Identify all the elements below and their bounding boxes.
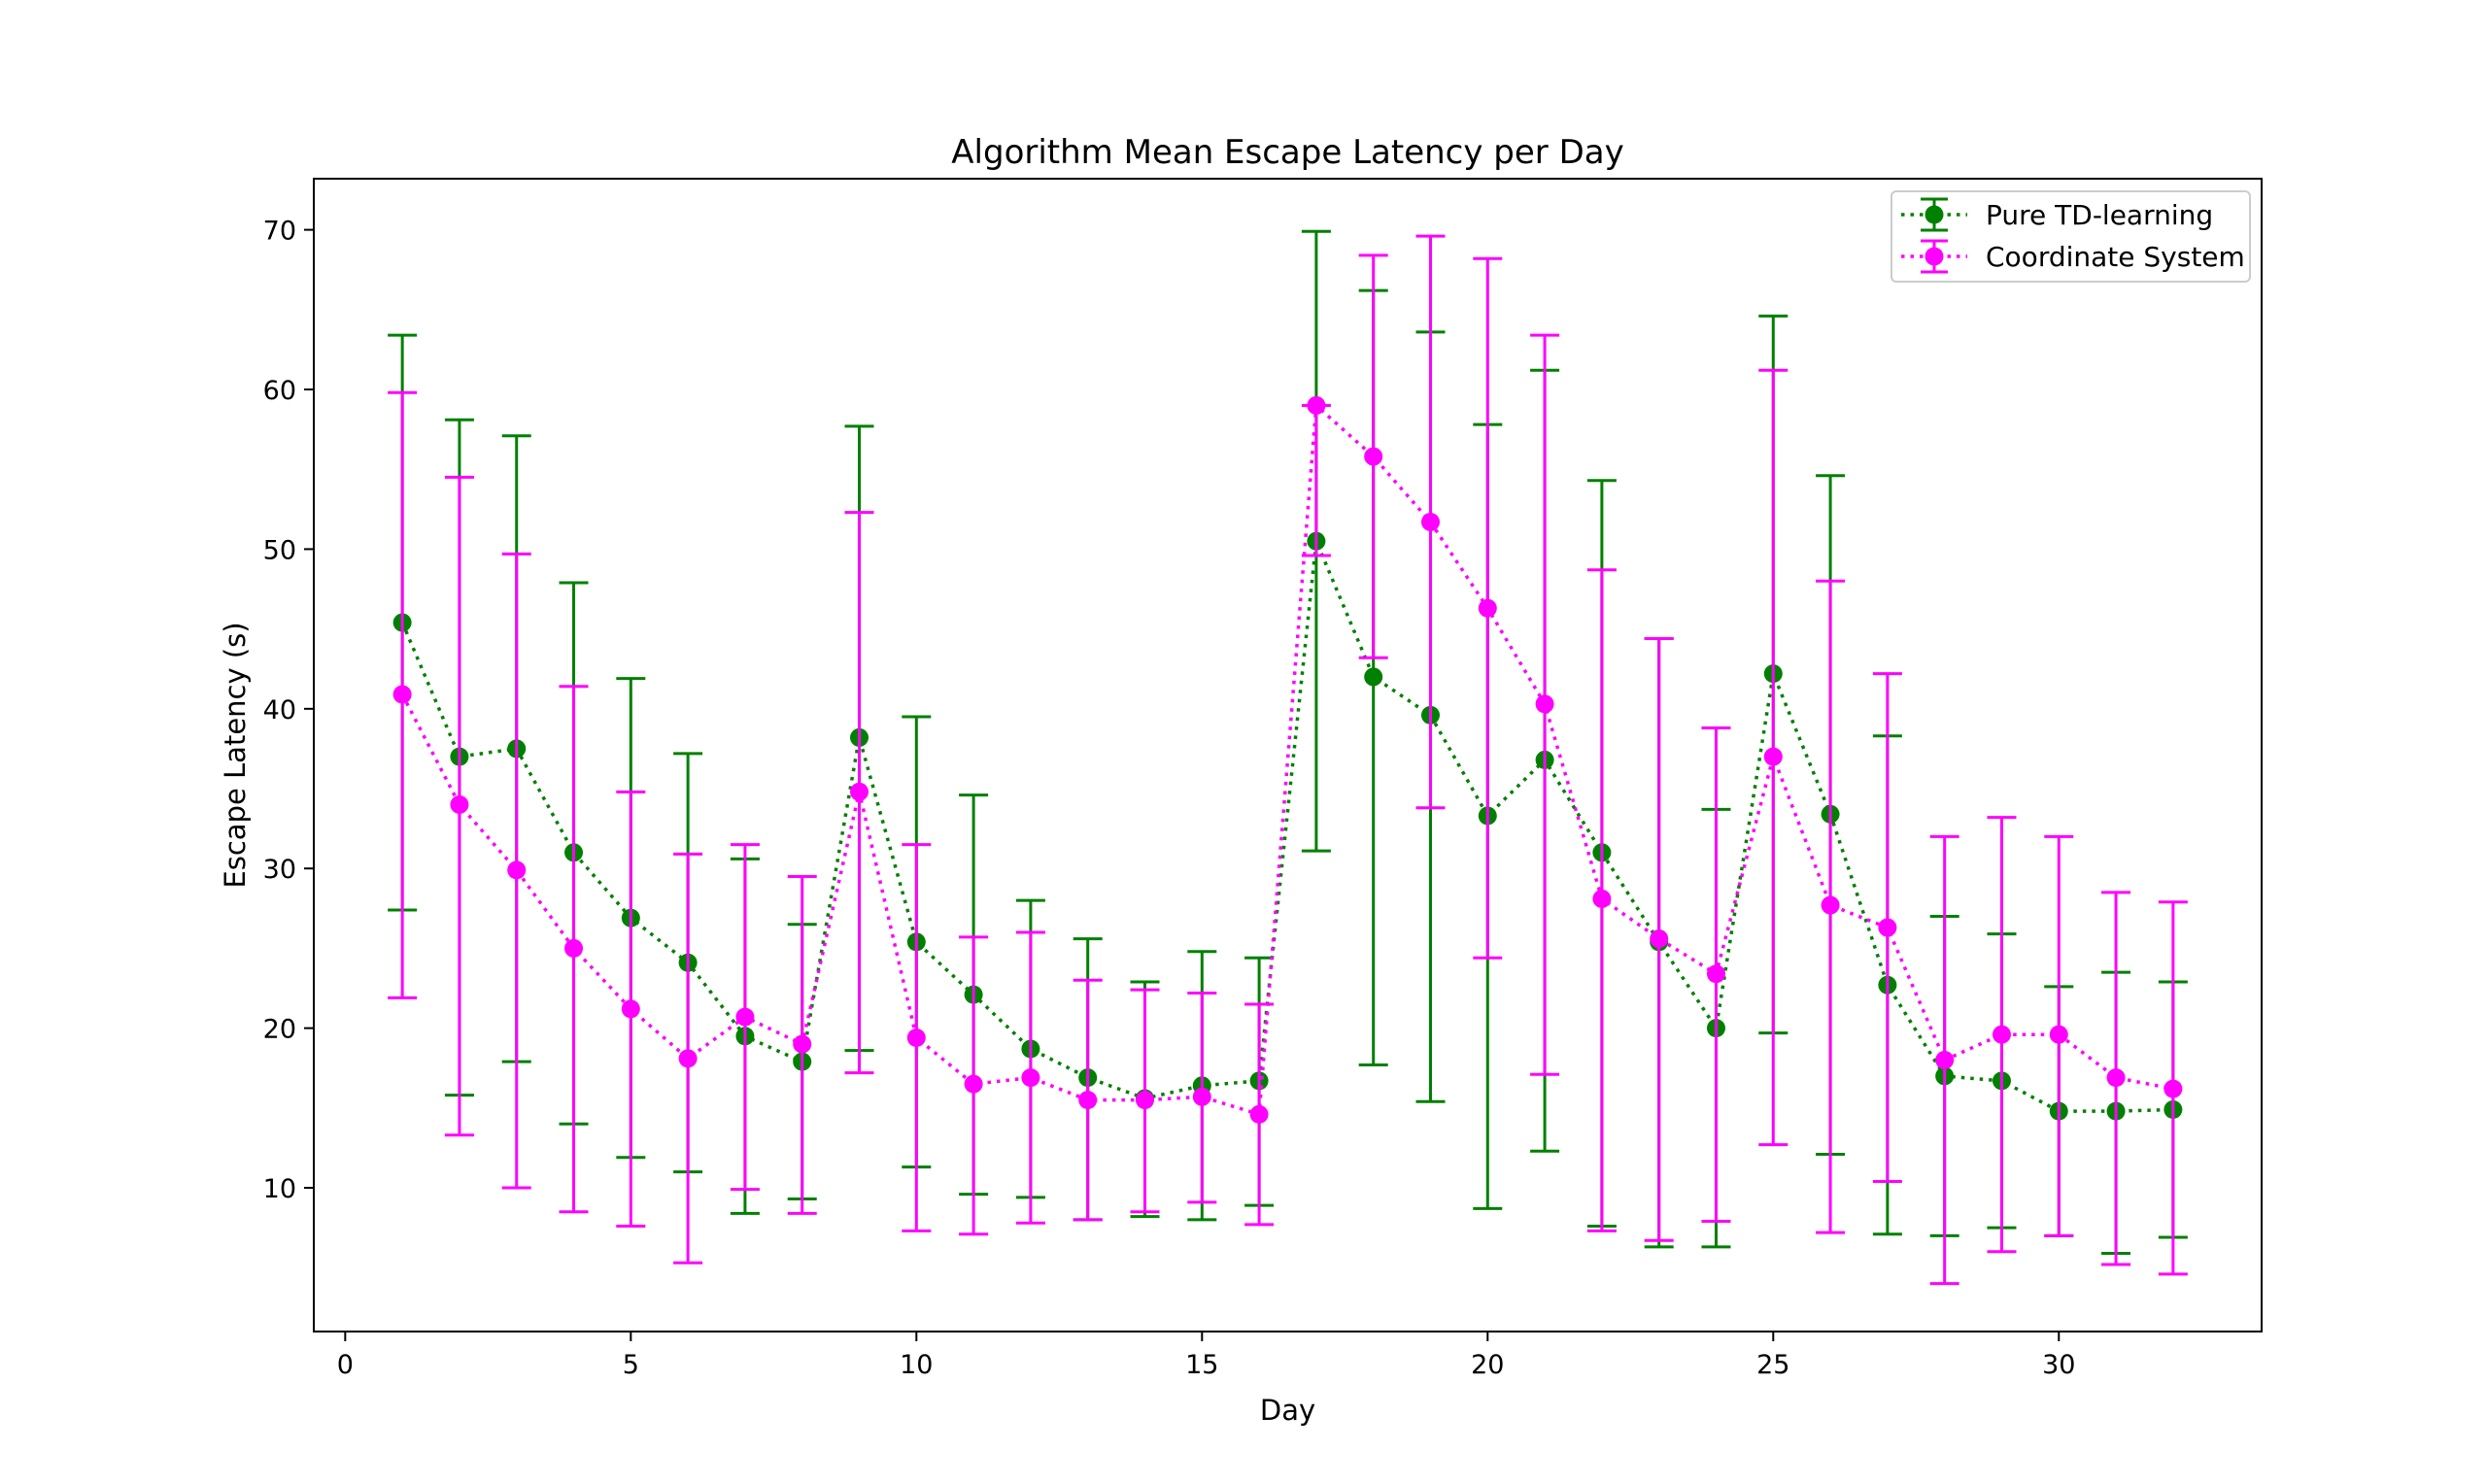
data-point [1592,889,1612,908]
legend-entry-1: Pure TD-learning [1901,197,2213,232]
axes: 0 5 10 15 20 25 30 10 20 30 40 50 60 70 [263,178,2263,1380]
data-point [735,1007,755,1027]
y-tick-label: 30 [263,855,296,885]
data-point [850,782,869,801]
data-point [1307,395,1326,415]
plot-area [388,229,2188,1286]
legend-label: Pure TD-learning [1986,199,2213,231]
series-line [400,540,2173,1113]
data-point [1478,598,1497,618]
x-tick-label: 20 [1471,1350,1504,1380]
legend-marker [1925,205,1944,224]
plot-frame [313,178,2263,1332]
data-point [1535,694,1554,714]
data-point [2163,1079,2183,1098]
y-tick-label: 10 [263,1174,296,1204]
data-point [1992,1025,2011,1044]
data-point [1706,964,1725,984]
data-point [507,860,527,880]
data-point [621,999,640,1019]
data-point [1935,1051,1955,1070]
data-point [906,1028,926,1047]
data-point [1821,895,1840,915]
data-point [793,1034,812,1054]
legend-label: Coordinate System [1986,241,2245,273]
x-tick-label: 10 [900,1350,933,1380]
x-tick-label: 15 [1185,1350,1218,1380]
series-2 [388,234,2188,1286]
series-line [400,401,2174,1117]
x-tick-label: 30 [2042,1350,2075,1380]
y-axis-label: Escape Latency (s) [219,622,252,888]
data-point [2106,1068,2126,1088]
data-point [564,938,584,958]
data-point [2049,1025,2068,1044]
y-tick-label: 50 [263,535,296,565]
data-point [1249,1104,1269,1124]
data-point [1650,929,1669,949]
chart-title: Algorithm Mean Escape Latency per Day [951,133,1623,172]
x-tick-label: 25 [1756,1350,1789,1380]
y-tick-label: 40 [263,695,296,725]
data-point [450,794,469,814]
data-point [678,1049,698,1068]
data-point [1021,1068,1040,1088]
x-axis-label: Day [1260,1394,1315,1427]
data-point [1364,447,1383,466]
data-point [1364,667,1383,687]
data-point [1878,918,1897,937]
data-point [964,1074,983,1094]
x-tick-label: 0 [337,1350,354,1380]
data-point [1192,1087,1211,1106]
data-point [1763,747,1783,766]
x-tick-label: 5 [623,1350,639,1380]
legend: Pure TD-learning Coordinate System [1891,190,2251,283]
legend-box [1891,190,2251,283]
legend-entry-2: Coordinate System [1901,239,2245,274]
y-tick-label: 60 [263,376,296,406]
y-tick-label: 20 [263,1015,296,1045]
data-point [1420,512,1440,531]
data-point [392,685,412,704]
data-point [1078,1091,1098,1110]
data-point [1136,1091,1155,1110]
legend-marker [1925,247,1944,266]
y-tick-label: 70 [263,217,296,247]
